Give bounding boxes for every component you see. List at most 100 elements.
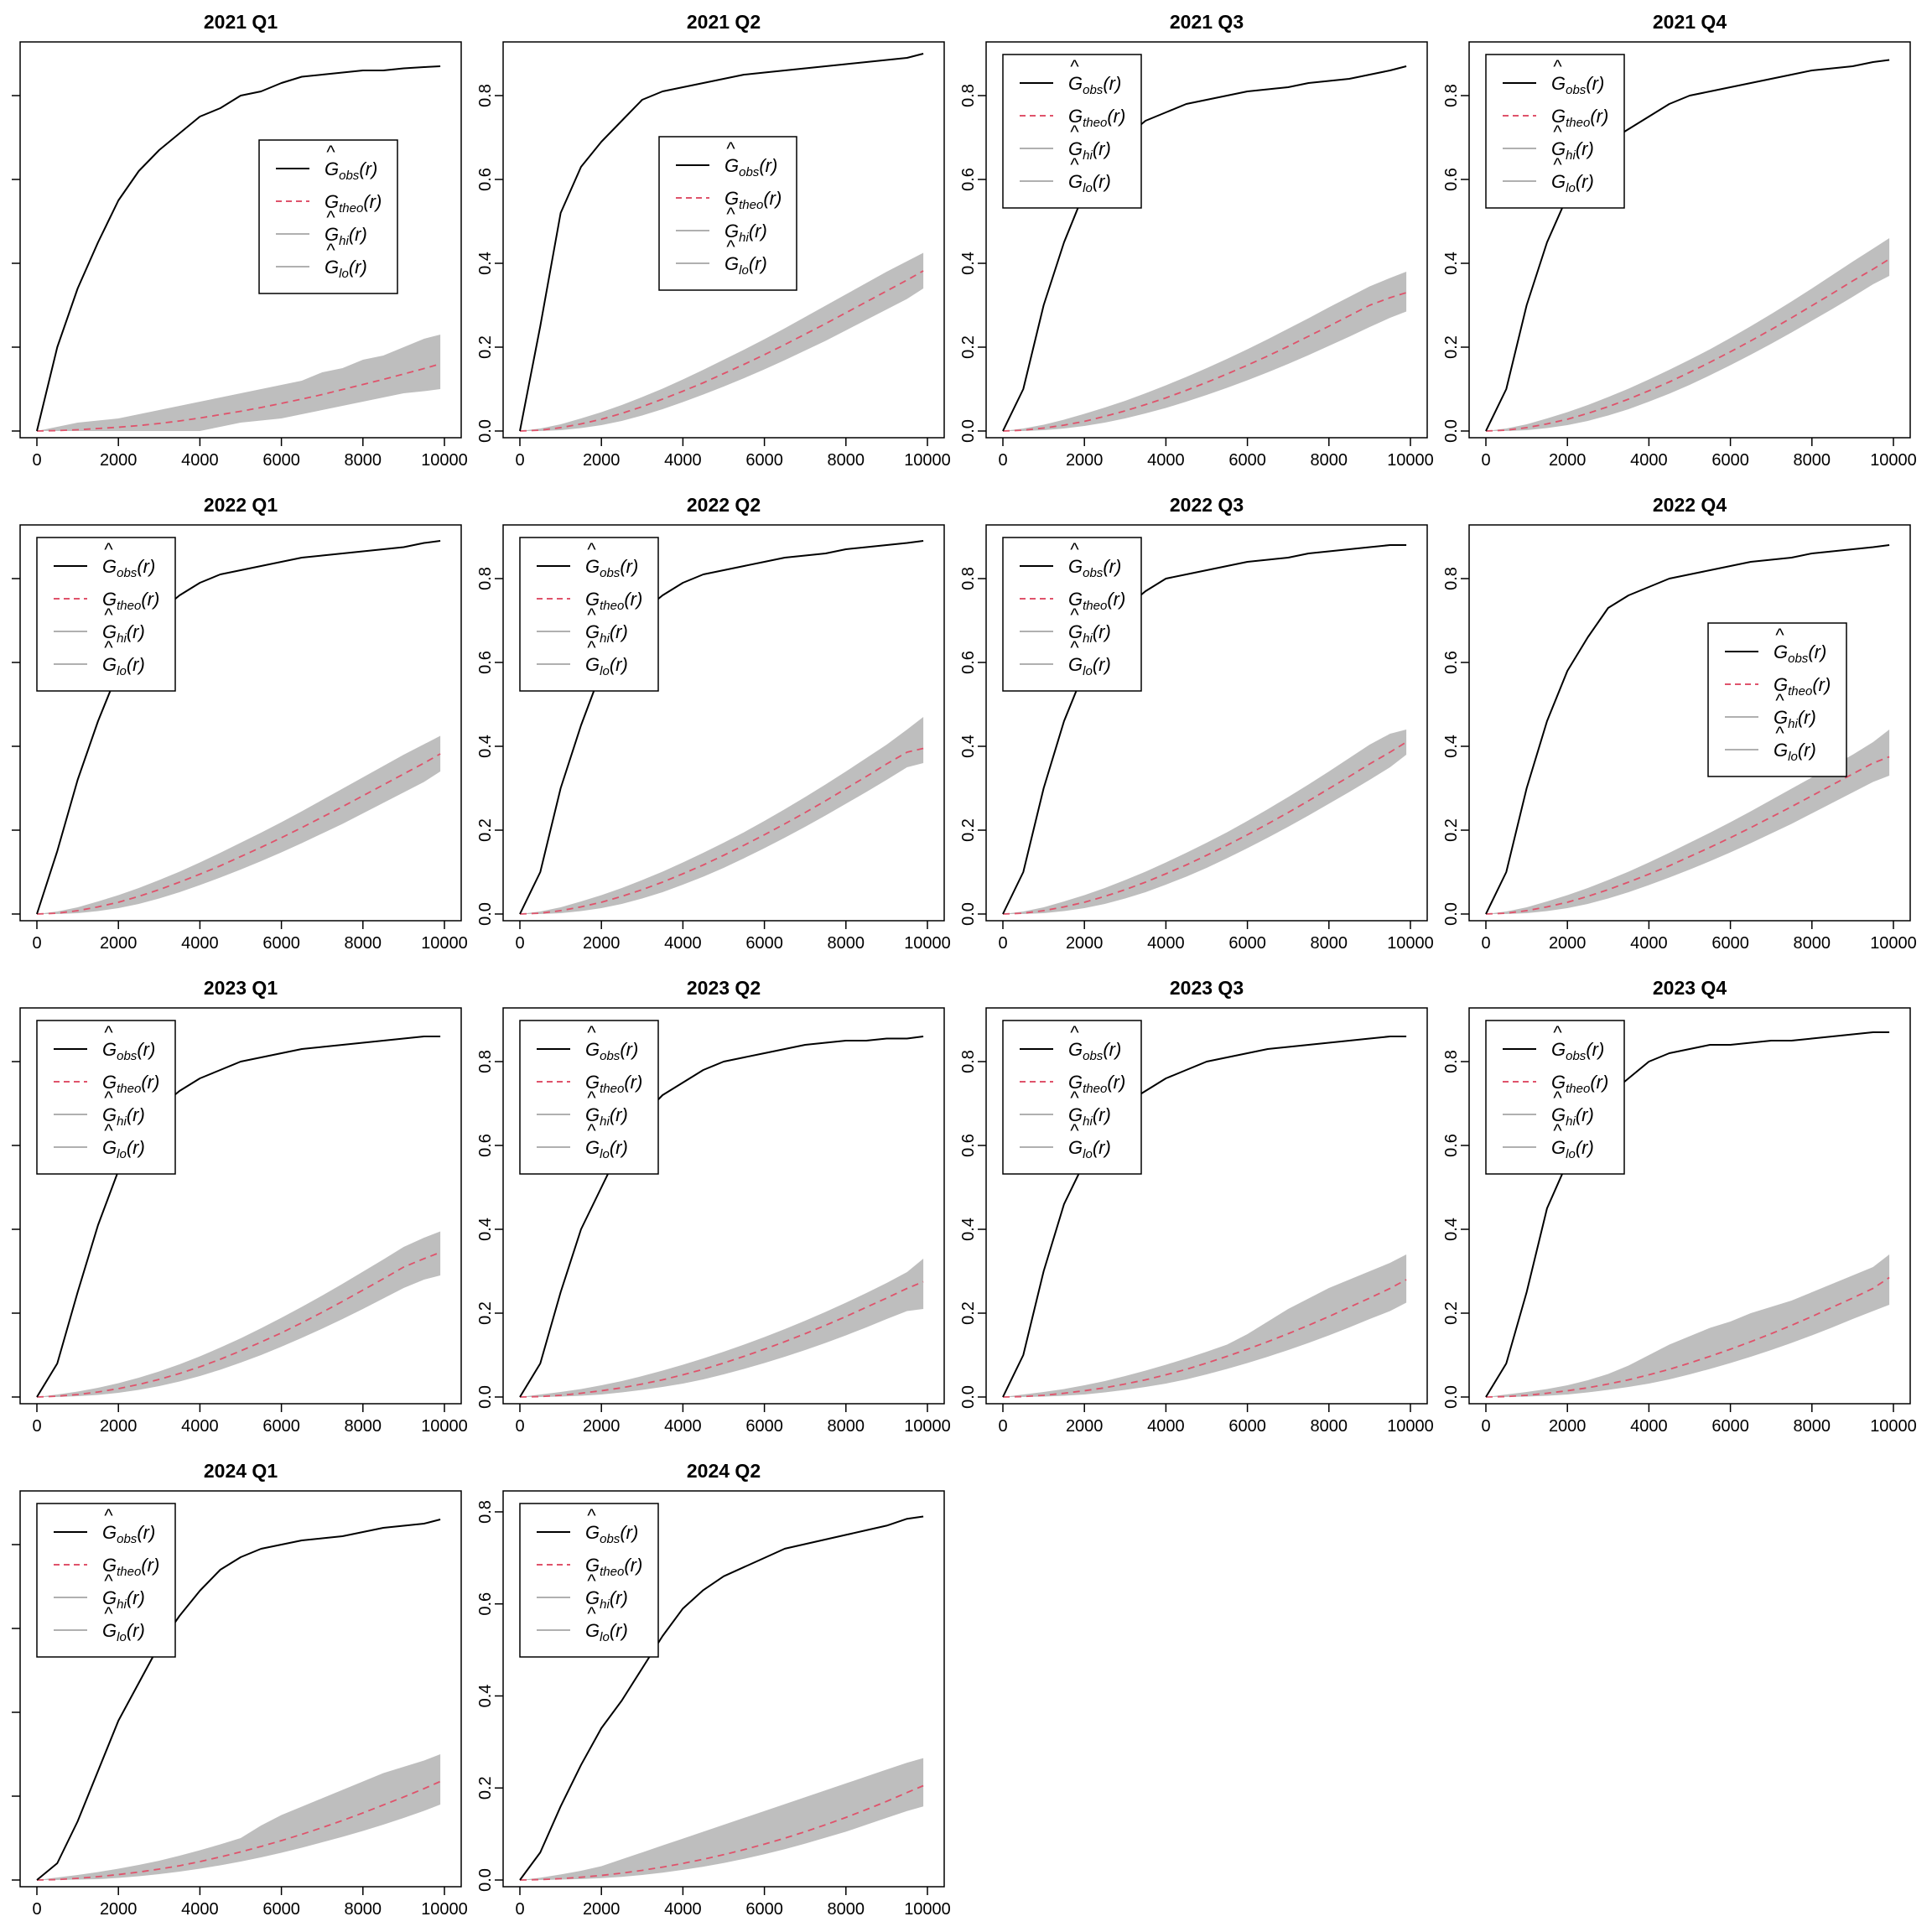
envelope-band: [1003, 1254, 1407, 1397]
legend-label: Glo(r): [1774, 740, 1816, 764]
y-tick-label: 0.4: [476, 1685, 495, 1708]
y-tick-label: 0.8: [476, 84, 495, 107]
x-tick-label: 4000: [1147, 934, 1185, 953]
x-tick-label: 10000: [904, 934, 951, 953]
y-tick-label: 0.0: [476, 1868, 495, 1892]
x-tick-label: 8000: [345, 451, 382, 470]
x-tick-label: 6000: [1228, 451, 1266, 470]
x-tick-label: 4000: [1630, 934, 1668, 953]
legend-hat: ^: [104, 1088, 113, 1109]
legend-label: Ghi(r): [1774, 707, 1816, 731]
y-tick-label: 0.0: [1442, 419, 1461, 443]
legend-label: Gobs(r): [325, 158, 377, 183]
gobs-line: [36, 65, 441, 432]
plot-frame: [19, 1007, 462, 1405]
x-tick-label: 2000: [1066, 451, 1104, 470]
panel-title: 2021 Q4: [1653, 11, 1727, 33]
y-tick-label: 0.8: [1442, 1050, 1461, 1073]
legend-label: Ghi(r): [1068, 1104, 1111, 1129]
x-tick-label: 8000: [828, 451, 865, 470]
y-tick-label: 0.8: [1442, 567, 1461, 590]
y-tick-label: 0.0: [476, 419, 495, 443]
legend-hat: ^: [587, 1505, 596, 1526]
y-tick-label: 0.8: [1442, 84, 1461, 107]
x-tick-label: 10000: [1870, 1417, 1917, 1436]
legend-label: Glo(r): [585, 654, 628, 678]
x-tick-label: 2000: [100, 1417, 138, 1436]
x-tick-label: 0: [1481, 934, 1490, 953]
gobs-line: [1002, 544, 1407, 915]
gtheo-line: [36, 363, 441, 432]
legend-box: [1002, 54, 1142, 209]
x-tick-label: 4000: [1147, 1417, 1185, 1436]
x-tick-label: 4000: [664, 1900, 702, 1919]
x-tick-label: 6000: [262, 934, 300, 953]
legend-box: [258, 139, 398, 294]
legend-hat: ^: [587, 637, 596, 658]
x-tick-label: 2000: [583, 1417, 621, 1436]
legend-hat: ^: [1553, 56, 1562, 77]
plot-frame: [502, 41, 945, 439]
x-tick-label: 10000: [421, 451, 468, 470]
legend-box: [658, 136, 797, 291]
panel-title: 2021 Q2: [687, 11, 761, 33]
y-tick-label: 0.8: [476, 1500, 495, 1524]
legend-label: Gobs(r): [1068, 1039, 1121, 1063]
gobs-line: [36, 540, 441, 915]
y-tick-label: 0.6: [959, 651, 978, 674]
legend-hat: ^: [726, 236, 735, 257]
legend-hat: ^: [104, 1505, 113, 1526]
gobs-line: [519, 540, 924, 915]
x-tick-label: 10000: [421, 1417, 468, 1436]
x-tick-label: 4000: [181, 451, 219, 470]
x-tick-label: 8000: [1794, 1417, 1831, 1436]
legend-box: [36, 1020, 176, 1175]
plot-frame: [502, 524, 945, 922]
x-tick-label: 8000: [1311, 1417, 1348, 1436]
legend-label: Gtheo(r): [102, 589, 159, 613]
plot-frame: [1468, 41, 1911, 439]
x-tick-label: 2000: [583, 1900, 621, 1919]
legend-label: Ghi(r): [1068, 621, 1111, 646]
gtheo-line: [36, 1780, 441, 1881]
legend-label: Gtheo(r): [585, 1072, 642, 1096]
legend-hat: ^: [587, 605, 596, 626]
y-tick-label: 0.0: [476, 1385, 495, 1409]
plot-frame: [985, 41, 1428, 439]
legend-label: Gtheo(r): [1551, 106, 1608, 130]
legend-label: Gobs(r): [1068, 73, 1121, 97]
chart-panel: 2022 Q2 0 2000 4000 6000 8000 10000 0.0 0.2 0.4 0.…: [476, 494, 951, 953]
legend-label: Ghi(r): [585, 1104, 628, 1129]
legend-hat: ^: [104, 1571, 113, 1592]
x-tick-label: 0: [515, 1417, 524, 1436]
legend-label: Glo(r): [1068, 171, 1111, 195]
legend: Gobs(r)^Gtheo(r)Ghi(r)^Glo(r)^: [36, 1020, 176, 1175]
legend-label: Glo(r): [102, 1137, 145, 1161]
x-tick-label: 8000: [345, 1900, 382, 1919]
y-tick-label: 0.2: [476, 1301, 495, 1325]
legend-label: Ghi(r): [1068, 138, 1111, 163]
chart-panel: 2021 Q10 2000 4000 6000 8000 10000Gobs(r)^Gth…: [12, 11, 468, 470]
legend-label: Ghi(r): [102, 1104, 145, 1129]
y-tick-label: 0.6: [1442, 168, 1461, 191]
y-tick-label: 0.2: [476, 335, 495, 359]
x-tick-label: 10000: [421, 1900, 468, 1919]
y-tick-label: 0.8: [959, 1050, 978, 1073]
legend-label: Ghi(r): [1551, 138, 1594, 163]
gtheo-line: [1485, 258, 1890, 432]
legend-box: [1485, 1020, 1625, 1175]
legend: Gobs(r)^Gtheo(r)Ghi(r)^Glo(r)^: [36, 1503, 176, 1658]
y-tick-label: 0.4: [1442, 735, 1461, 758]
legend-label: Gobs(r): [1068, 556, 1121, 580]
legend-label: Glo(r): [325, 257, 367, 281]
plot-frame: [1468, 1007, 1911, 1405]
y-tick-label: 0.0: [476, 902, 495, 926]
x-tick-label: 2000: [100, 934, 138, 953]
chart-panel: 2022 Q3 0 2000 4000 6000 8000 10000 0.0 0.2 0.4 0.…: [959, 494, 1434, 953]
envelope-band: [1003, 272, 1407, 431]
plot-frame: [19, 1490, 462, 1888]
legend-label: Gobs(r): [102, 556, 155, 580]
legend-hat: ^: [1070, 637, 1079, 658]
y-tick-label: 0.8: [959, 567, 978, 590]
gtheo-line: [36, 753, 441, 915]
